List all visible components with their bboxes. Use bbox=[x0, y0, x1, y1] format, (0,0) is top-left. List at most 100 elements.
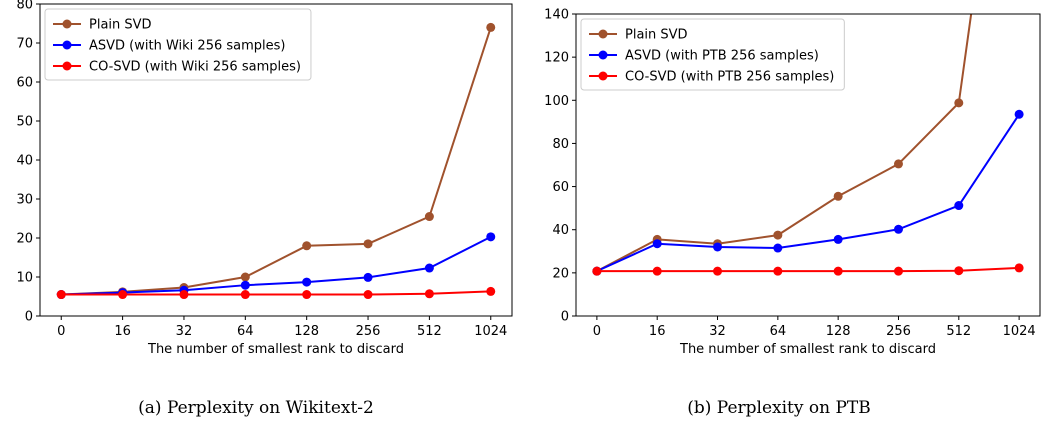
y-tick-label: 0 bbox=[25, 310, 33, 325]
data-point bbox=[833, 266, 843, 276]
y-tick-label: 20 bbox=[552, 266, 569, 281]
data-point bbox=[424, 212, 434, 222]
x-axis-label: The number of smallest rank to discard bbox=[679, 342, 936, 357]
data-point bbox=[363, 239, 373, 249]
chart-2: 0 20 40 60 80 100 120 140 0 16 32 64 128 256 512 1024 Th… bbox=[544, 8, 1041, 418]
data-point bbox=[954, 201, 964, 211]
data-point bbox=[424, 263, 434, 273]
y-tick-label: 140 bbox=[544, 8, 569, 23]
legend-label: CO-SVD (with PTB 256 samples) bbox=[625, 70, 834, 85]
data-point bbox=[118, 290, 128, 300]
y-tick-label: 30 bbox=[16, 193, 33, 208]
plot-area bbox=[56, 22, 496, 300]
legend-marker bbox=[598, 50, 608, 60]
data-point bbox=[240, 280, 250, 290]
data-point bbox=[773, 243, 783, 253]
x-tick-label: 0 bbox=[593, 324, 601, 339]
x-tick-label: 1024 bbox=[1003, 324, 1036, 339]
data-point bbox=[833, 191, 843, 201]
x-tick-label: 256 bbox=[886, 324, 911, 339]
legend: Plain SVD ASVD (with PTB 256 samples) CO-S… bbox=[580, 18, 845, 91]
y-tick-label: 20 bbox=[16, 232, 33, 247]
series-line-1 bbox=[596, 14, 973, 273]
data-point bbox=[302, 241, 312, 251]
data-point bbox=[954, 98, 964, 108]
y-tick-label: 70 bbox=[16, 37, 33, 52]
data-point bbox=[1014, 263, 1024, 273]
data-point bbox=[486, 286, 496, 296]
data-point bbox=[833, 234, 843, 244]
y-tick-label: 80 bbox=[16, 0, 33, 13]
data-point bbox=[56, 290, 66, 300]
data-point bbox=[302, 290, 312, 300]
series-line-2 bbox=[61, 235, 492, 296]
axes-frame bbox=[575, 13, 1041, 317]
data-point bbox=[893, 266, 903, 276]
x-tick-label: 64 bbox=[770, 324, 787, 339]
data-point bbox=[773, 266, 783, 276]
y-tick-label: 120 bbox=[544, 51, 569, 66]
data-point bbox=[363, 290, 373, 300]
data-point bbox=[302, 277, 312, 287]
y-tick-label: 60 bbox=[16, 76, 33, 91]
series-line-3 bbox=[61, 290, 491, 296]
legend-label: ASVD (with Wiki 256 samples) bbox=[89, 39, 285, 54]
data-point bbox=[713, 266, 723, 276]
data-point bbox=[773, 230, 783, 240]
plot-area bbox=[592, 14, 1024, 276]
y-tick-label: 50 bbox=[16, 115, 33, 130]
y-tick-label: 0 bbox=[561, 310, 569, 325]
x-tick-label: 16 bbox=[114, 324, 131, 339]
x-axis-label: The number of smallest rank to discard bbox=[147, 342, 404, 357]
legend-marker bbox=[62, 19, 72, 29]
legend-marker bbox=[598, 29, 608, 39]
data-point bbox=[240, 290, 250, 300]
data-point bbox=[486, 232, 496, 242]
data-point bbox=[424, 289, 434, 299]
data-point bbox=[713, 242, 723, 252]
figure-caption: (a) Perplexity on Wikitext-2 bbox=[138, 398, 374, 418]
data-point bbox=[893, 159, 903, 169]
y-tick-label: 60 bbox=[552, 180, 569, 195]
x-tick-label: 256 bbox=[356, 324, 381, 339]
data-point bbox=[652, 266, 662, 276]
x-tick-label: 1024 bbox=[474, 324, 507, 339]
legend-marker bbox=[598, 71, 608, 81]
series-line-2 bbox=[596, 113, 1020, 273]
legend-box bbox=[580, 18, 845, 91]
x-tick-label: 32 bbox=[709, 324, 726, 339]
series-line-1 bbox=[61, 27, 492, 296]
y-tick-label: 10 bbox=[16, 271, 33, 286]
data-point bbox=[486, 22, 496, 32]
data-point bbox=[240, 272, 250, 282]
figure-caption: (b) Perplexity on PTB bbox=[687, 398, 871, 418]
data-point bbox=[652, 239, 662, 249]
legend-label: Plain SVD bbox=[625, 28, 688, 43]
legend-label: Plain SVD bbox=[89, 18, 152, 33]
legend-box bbox=[44, 8, 312, 81]
y-tick-label: 40 bbox=[16, 154, 33, 169]
x-tick-label: 128 bbox=[294, 324, 319, 339]
chart-1: 0 10 20 30 40 50 60 70 80 0 16 32 64 128 256 512 1024 The… bbox=[16, 0, 513, 418]
legend-marker bbox=[62, 40, 72, 50]
y-tick-label: 100 bbox=[544, 94, 569, 109]
x-tick-label: 32 bbox=[176, 324, 193, 339]
legend-label: ASVD (with PTB 256 samples) bbox=[625, 49, 819, 64]
data-point bbox=[893, 224, 903, 234]
y-tick-label: 80 bbox=[552, 137, 569, 152]
series-line-3 bbox=[596, 266, 1020, 273]
data-point bbox=[954, 266, 964, 276]
data-point bbox=[179, 290, 189, 300]
legend-marker bbox=[62, 61, 72, 71]
x-tick-label: 0 bbox=[57, 324, 65, 339]
x-tick-label: 128 bbox=[826, 324, 851, 339]
data-point bbox=[592, 266, 602, 276]
x-tick-label: 512 bbox=[417, 324, 442, 339]
x-tick-label: 512 bbox=[946, 324, 971, 339]
x-tick-label: 16 bbox=[649, 324, 666, 339]
x-tick-label: 64 bbox=[237, 324, 254, 339]
data-point bbox=[1014, 109, 1024, 119]
y-tick-label: 40 bbox=[552, 223, 569, 238]
legend-label: CO-SVD (with Wiki 256 samples) bbox=[89, 60, 301, 75]
